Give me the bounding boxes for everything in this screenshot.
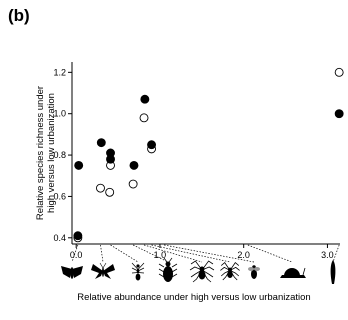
y-axis-title: Relative species richness underhigh vers… [35, 86, 57, 220]
bee-icon [248, 265, 260, 279]
leader-line [132, 244, 169, 263]
beetle-icon [158, 257, 178, 282]
leader-line [143, 244, 203, 263]
open-point [128, 179, 138, 189]
leader-line [332, 244, 340, 263]
y-tick-label: 1.0 [53, 109, 66, 119]
open-point [139, 113, 149, 123]
spider-icon [189, 260, 215, 283]
ant-icon [131, 262, 145, 281]
y-tick-label: 0.6 [53, 191, 66, 201]
filled-point [147, 140, 157, 150]
x-tick-label: 1.0 [154, 250, 167, 260]
filled-point [129, 160, 139, 170]
filled-point [96, 138, 106, 148]
open-point [96, 183, 105, 193]
leader-line [247, 244, 293, 263]
leader-line [110, 244, 139, 263]
filled-point [334, 109, 344, 119]
moth-icon [61, 266, 83, 279]
x-axis-title: Relative abundance under high versus low… [77, 292, 311, 303]
y-tick-label: 0.8 [53, 150, 66, 160]
open-point [334, 67, 344, 77]
x-tick-label: 0.0 [70, 250, 83, 260]
leader-line [164, 244, 255, 263]
filled-point [140, 94, 150, 104]
filled-point [74, 160, 84, 170]
y-axis-title-line: high versus low urbanization [46, 93, 57, 213]
y-tick-label: 0.4 [53, 233, 66, 243]
x-tick-label: 2.0 [237, 250, 250, 260]
leader-line [100, 244, 104, 263]
x-tick-label: 3.0 [321, 250, 334, 260]
butterfly-icon [91, 262, 115, 279]
panel-label: (b) [8, 6, 30, 25]
y-tick-label: 1.2 [53, 67, 66, 77]
filled-point [106, 148, 115, 158]
filled-point [73, 231, 83, 241]
leader-line [151, 244, 231, 263]
y-axis-title-line: Relative species richness under [35, 86, 46, 220]
open-point [105, 187, 115, 197]
spider-small-icon [220, 262, 240, 281]
snail-icon [280, 267, 306, 278]
slug-icon [330, 260, 336, 284]
